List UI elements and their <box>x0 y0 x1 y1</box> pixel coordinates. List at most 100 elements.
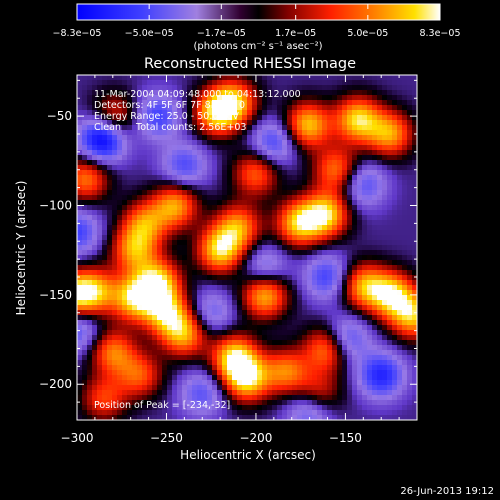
heatmap-cell <box>152 400 158 406</box>
heatmap-cell <box>167 85 173 91</box>
heatmap-cell <box>307 340 313 346</box>
heatmap-cell <box>282 180 288 186</box>
heatmap-cell <box>382 385 388 391</box>
heatmap-cell <box>382 80 388 86</box>
heatmap-cell <box>212 375 218 381</box>
heatmap-cell <box>302 120 308 126</box>
heatmap-cell <box>272 130 278 136</box>
heatmap-cell <box>242 355 248 361</box>
heatmap-cell <box>202 145 208 151</box>
heatmap-cell <box>92 355 98 361</box>
heatmap-cell <box>382 245 388 251</box>
heatmap-cell <box>252 205 258 211</box>
heatmap-cell <box>342 235 348 241</box>
heatmap-cell <box>122 325 128 331</box>
heatmap-cell <box>87 140 93 146</box>
heatmap-cell <box>372 265 378 271</box>
heatmap-cell <box>227 120 233 126</box>
heatmap-cell <box>197 120 203 126</box>
heatmap-cell <box>87 290 93 296</box>
heatmap-cell <box>257 260 263 266</box>
heatmap-cell <box>317 130 323 136</box>
heatmap-cell <box>362 405 368 411</box>
heatmap-cell <box>252 85 258 91</box>
heatmap-cell <box>107 225 113 231</box>
heatmap-cell <box>212 350 218 356</box>
heatmap-cell <box>172 105 178 111</box>
heatmap-cell <box>152 250 158 256</box>
heatmap-cell <box>262 85 268 91</box>
heatmap-cell <box>227 315 233 321</box>
heatmap-cell <box>327 315 333 321</box>
heatmap-cell <box>242 190 248 196</box>
heatmap-cell <box>247 200 253 206</box>
heatmap-cell <box>257 350 263 356</box>
heatmap-cell <box>322 270 328 276</box>
heatmap-cell <box>242 175 248 181</box>
heatmap-cell <box>97 400 103 406</box>
heatmap-cell <box>102 230 108 236</box>
heatmap-cell <box>92 215 98 221</box>
heatmap-cell <box>197 240 203 246</box>
heatmap-cell <box>147 260 153 266</box>
heatmap-cell <box>317 175 323 181</box>
heatmap-cell <box>317 260 323 266</box>
heatmap-cell <box>97 205 103 211</box>
heatmap-cell <box>362 275 368 281</box>
heatmap-cell <box>152 285 158 291</box>
heatmap-cell <box>217 85 223 91</box>
heatmap-cell <box>157 340 163 346</box>
heatmap-cell <box>187 295 193 301</box>
heatmap-cell <box>322 360 328 366</box>
heatmap-cell <box>352 200 358 206</box>
heatmap-cell <box>342 275 348 281</box>
heatmap-cell <box>337 100 343 106</box>
heatmap-cell <box>97 105 103 111</box>
heatmap-cell <box>127 355 133 361</box>
heatmap-cell <box>212 175 218 181</box>
heatmap-cell <box>337 160 343 166</box>
heatmap-cell <box>112 230 118 236</box>
heatmap-cell <box>207 395 213 401</box>
heatmap-cell <box>222 205 228 211</box>
heatmap-cell <box>352 325 358 331</box>
heatmap-cell <box>87 285 93 291</box>
heatmap-cell <box>172 135 178 141</box>
heatmap-cell <box>277 280 283 286</box>
heatmap-cell <box>162 275 168 281</box>
heatmap-cell <box>232 240 238 246</box>
heatmap-cell <box>377 320 383 326</box>
heatmap-cell <box>182 335 188 341</box>
heatmap-cell <box>407 220 413 226</box>
heatmap-cell <box>247 135 253 141</box>
heatmap-cell <box>282 240 288 246</box>
heatmap-cell <box>297 330 303 336</box>
heatmap-cell <box>337 305 343 311</box>
heatmap-cell <box>337 120 343 126</box>
heatmap-cell <box>137 340 143 346</box>
heatmap-cell <box>282 105 288 111</box>
heatmap-cell <box>272 415 278 420</box>
heatmap-cell <box>102 110 108 116</box>
heatmap-cell <box>192 235 198 241</box>
heatmap-cell <box>177 90 183 96</box>
heatmap-cell <box>142 295 148 301</box>
heatmap-cell <box>177 335 183 341</box>
heatmap-cell <box>222 405 228 411</box>
heatmap-cell <box>392 400 398 406</box>
heatmap-cell <box>267 265 273 271</box>
heatmap-cell <box>137 270 143 276</box>
heatmap-cell <box>277 160 283 166</box>
heatmap-cell <box>167 300 173 306</box>
heatmap-cell <box>152 415 158 420</box>
heatmap-cell <box>382 135 388 141</box>
heatmap-cell <box>387 180 393 186</box>
heatmap-cell <box>322 240 328 246</box>
heatmap-cell <box>412 330 417 336</box>
heatmap-cell <box>112 240 118 246</box>
heatmap-cell <box>207 295 213 301</box>
heatmap-cell <box>407 180 413 186</box>
heatmap-cell <box>287 120 293 126</box>
heatmap-cell <box>187 205 193 211</box>
